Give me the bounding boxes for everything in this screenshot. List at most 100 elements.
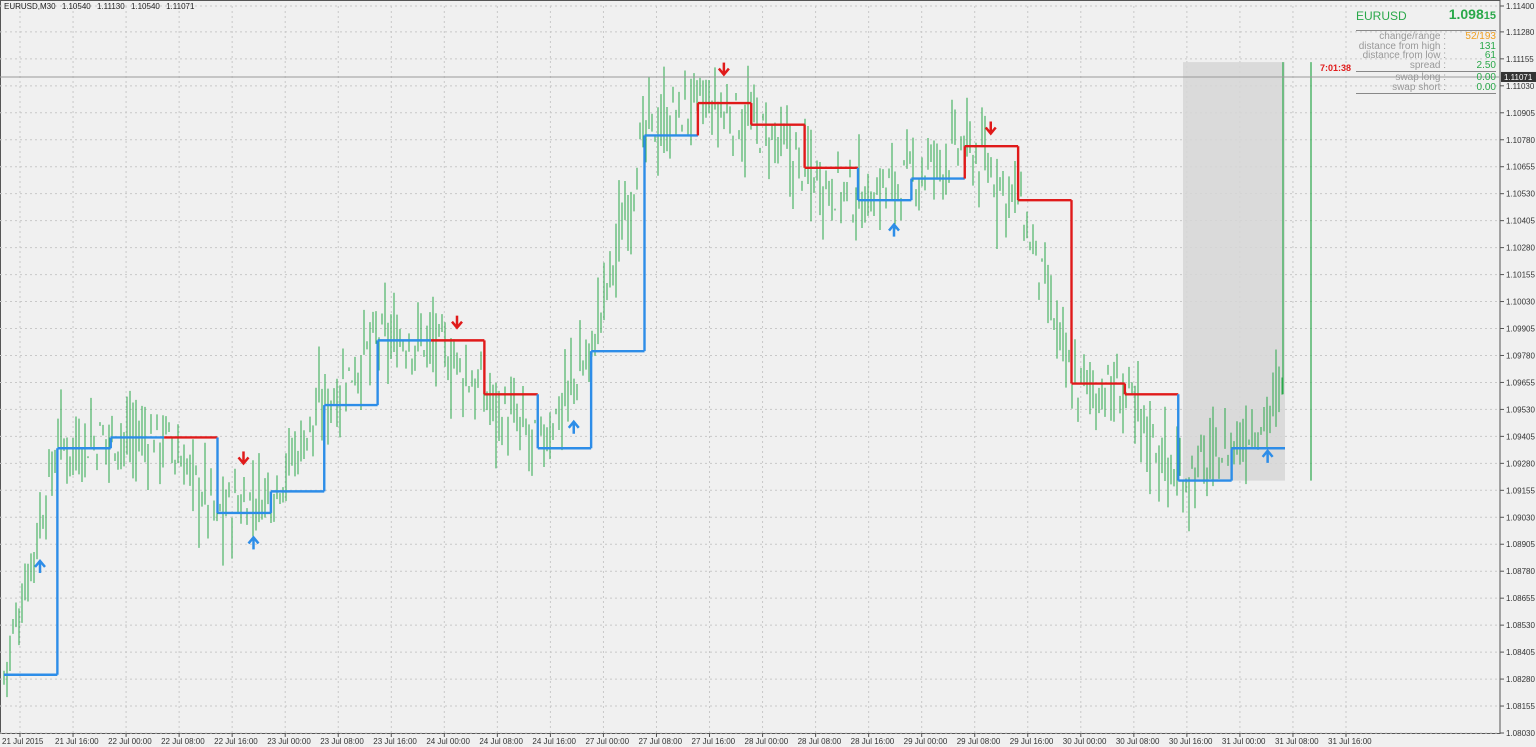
up-arrow-icon (34, 559, 46, 573)
up-arrow-icon (888, 222, 900, 237)
x-tick-label: 22 Jul 16:00 (214, 737, 258, 746)
x-tick-label: 24 Jul 00:00 (426, 737, 470, 746)
open-value: 1.10540 (61, 2, 91, 11)
info-divider (1356, 71, 1496, 72)
info-value: 131 (1479, 40, 1496, 52)
info-divider (1356, 30, 1496, 31)
x-tick-label: 30 Jul 08:00 (1116, 737, 1160, 746)
x-tick-label: 27 Jul 08:00 (638, 737, 682, 746)
y-tick-label: 1.09280 (1506, 459, 1535, 468)
x-tick-label: 23 Jul 16:00 (373, 737, 417, 746)
info-symbol: EURUSD (1356, 9, 1407, 23)
y-tick-label: 1.10155 (1506, 271, 1535, 280)
y-tick-label: 1.11155 (1506, 55, 1534, 64)
info-label: distance from high : (1358, 40, 1446, 52)
x-tick-label: 22 Jul 08:00 (161, 737, 205, 746)
y-tick-label: 1.10780 (1506, 136, 1535, 145)
y-tick-label: 1.09905 (1506, 325, 1535, 334)
x-tick-label: 21 Jul 2015 (2, 737, 44, 746)
swap-value: 0.00 (1476, 72, 1496, 83)
y-tick-label: 1.09155 (1506, 486, 1535, 495)
x-tick-label: 29 Jul 16:00 (1010, 737, 1054, 746)
y-tick-label: 1.09655 (1506, 378, 1535, 387)
y-tick-label: 1.08280 (1506, 675, 1535, 684)
y-tick-label: 1.08030 (1506, 729, 1535, 738)
y-tick-label: 1.11400 (1506, 2, 1535, 11)
x-tick-label: 23 Jul 00:00 (267, 737, 311, 746)
close-value: 1.11071 (166, 2, 195, 11)
x-tick-label: 28 Jul 08:00 (798, 737, 842, 746)
info-value: 52/193 (1465, 31, 1496, 42)
x-tick-label: 27 Jul 16:00 (692, 737, 736, 746)
down-arrow-icon (984, 121, 997, 136)
info-label: distance from low : (1362, 50, 1446, 61)
x-tick-label: 29 Jul 08:00 (957, 737, 1001, 746)
info-price: 1.09815 (1448, 6, 1496, 22)
chart-title: EURUSD,M30 1.10540 1.11130 1.10540 1.110… (4, 2, 198, 11)
x-tick-label: 31 Jul 08:00 (1275, 737, 1319, 746)
high-value: 1.11130 (96, 2, 125, 11)
down-arrow-icon (717, 62, 730, 77)
swap-row: swap long : 0.00 (1352, 73, 1496, 83)
y-tick-label: 1.08905 (1506, 540, 1535, 549)
x-tick-label: 30 Jul 16:00 (1169, 737, 1213, 746)
x-tick-label: 28 Jul 00:00 (745, 737, 789, 746)
countdown-timer: 7:01:38 (1320, 63, 1351, 73)
info-panel: EURUSD 1.09815 change/range :52/193 dista… (1352, 6, 1496, 95)
y-tick-label: 1.11030 (1506, 82, 1535, 91)
y-tick-label: 1.08780 (1506, 567, 1535, 576)
current-price-label: 1.11071 (1504, 73, 1533, 82)
y-tick-label: 1.09530 (1506, 405, 1535, 414)
info-divider (1356, 93, 1496, 94)
swap-label: swap short : (1392, 81, 1446, 93)
info-value: 61 (1484, 50, 1496, 61)
y-tick-label: 1.10280 (1506, 244, 1535, 253)
x-tick-label: 28 Jul 16:00 (851, 737, 895, 746)
y-tick-label: 1.10405 (1506, 217, 1535, 226)
info-label: change/range : (1379, 31, 1446, 42)
info-row: distance from high : 131 (1352, 40, 1496, 52)
y-tick-label: 1.10655 (1506, 163, 1535, 172)
x-tick-label: 31 Jul 16:00 (1328, 737, 1372, 746)
swap-label: swap long : (1395, 72, 1446, 83)
info-row: distance from low : 61 (1352, 51, 1496, 61)
x-tick-label: 30 Jul 00:00 (1063, 737, 1107, 746)
x-tick-label: 22 Jul 00:00 (108, 737, 152, 746)
session-box (1183, 62, 1285, 481)
y-tick-label: 1.11280 (1506, 28, 1535, 37)
up-arrow-icon (567, 419, 580, 434)
swap-value: 0.00 (1476, 81, 1496, 93)
info-header: EURUSD 1.09815 (1352, 6, 1496, 29)
y-tick-label: 1.10530 (1506, 190, 1535, 199)
y-tick-label: 1.08655 (1506, 594, 1535, 603)
y-tick-label: 1.09405 (1506, 432, 1535, 441)
up-arrow-icon (1261, 448, 1274, 463)
x-tick-label: 24 Jul 16:00 (532, 737, 576, 746)
y-tick-label: 1.09030 (1506, 513, 1535, 522)
y-tick-label: 1.10905 (1506, 109, 1535, 118)
info-row: spread : 2.50 (1352, 59, 1496, 71)
y-tick-label: 1.08155 (1506, 702, 1535, 711)
y-tick-label: 1.08405 (1506, 648, 1535, 657)
down-arrow-icon (451, 315, 463, 330)
info-row: change/range : 52/193 (1352, 32, 1496, 42)
x-tick-label: 27 Jul 00:00 (585, 737, 629, 746)
low-value: 1.10540 (130, 2, 160, 11)
x-tick-label: 24 Jul 08:00 (479, 737, 523, 746)
swap-row: swap short : 0.00 (1352, 81, 1496, 93)
down-arrow-icon (237, 451, 250, 466)
y-tick-label: 1.10030 (1506, 298, 1535, 307)
info-value: 2.50 (1476, 59, 1496, 71)
x-tick-label: 31 Jul 00:00 (1222, 737, 1266, 746)
x-tick-label: 29 Jul 00:00 (904, 737, 948, 746)
y-tick-label: 1.09780 (1506, 351, 1535, 360)
x-tick-label: 21 Jul 16:00 (55, 737, 99, 746)
x-tick-label: 23 Jul 08:00 (320, 737, 364, 746)
symbol-timeframe: EURUSD,M30 (4, 2, 56, 11)
info-label: spread : (1409, 59, 1446, 71)
y-tick-label: 1.08530 (1506, 621, 1535, 630)
current-price-tag (1501, 71, 1536, 82)
up-arrow-icon (247, 535, 260, 550)
